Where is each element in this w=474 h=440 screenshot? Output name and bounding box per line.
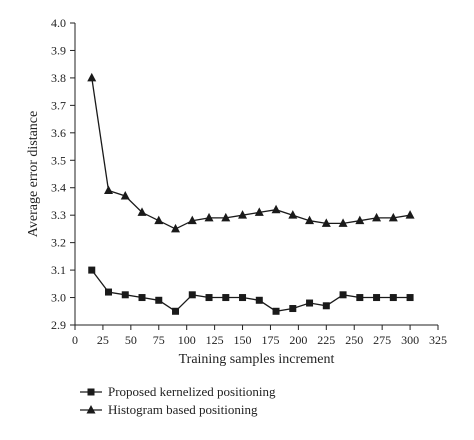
data-point-triangle — [187, 215, 197, 225]
data-point-triangle — [238, 210, 248, 219]
y-axis-title: Average error distance — [26, 111, 41, 237]
data-point-triangle — [204, 212, 214, 222]
x-tick-label: 325 — [429, 333, 447, 347]
x-axis-title: Training samples increment — [179, 352, 335, 367]
data-point-square — [389, 294, 397, 302]
axes — [74, 23, 438, 326]
data-point-triangle — [372, 212, 382, 222]
x-tick-label: 50 — [125, 333, 137, 347]
data-point-square — [272, 307, 280, 315]
data-point-triangle — [338, 218, 348, 227]
data-point-triangle — [388, 212, 398, 222]
data-point-square — [155, 296, 163, 304]
legend: Proposed kernelized positioning Histogra… — [80, 384, 276, 417]
y-tick-label: 3.0 — [51, 291, 66, 305]
data-point-square — [172, 307, 180, 315]
data-point-square — [373, 294, 381, 302]
x-tick-label: 175 — [261, 333, 279, 347]
data-point-triangle — [154, 215, 164, 225]
data-point-triangle — [221, 212, 231, 222]
data-point-square — [239, 294, 247, 302]
data-point-triangle — [355, 215, 365, 225]
data-point-square — [105, 288, 113, 296]
data-point-triangle — [87, 72, 97, 82]
data-point-square — [205, 294, 213, 302]
data-point-triangle — [271, 204, 281, 214]
data-point-triangle — [305, 215, 315, 225]
data-point-square — [306, 299, 314, 307]
y-axis-ticks: 2.9 3.0 3.1 3.2 3.3 3.4 3.5 3.6 3.7 3.8 3.9 4.0 — [51, 16, 75, 332]
series-line — [91, 77, 411, 230]
y-tick-label: 3.3 — [51, 208, 66, 222]
legend-marker-triangle — [86, 405, 96, 414]
data-point-square — [255, 296, 263, 304]
data-point-square — [88, 266, 96, 274]
y-tick-label: 3.2 — [51, 236, 66, 250]
data-point-square — [406, 294, 414, 302]
series-triangle — [87, 72, 415, 233]
data-point-square — [339, 291, 347, 299]
x-tick-label: 75 — [153, 333, 165, 347]
data-point-square — [222, 294, 230, 302]
legend-label-histogram: Histogram based positioning — [108, 402, 258, 417]
data-point-triangle — [405, 210, 415, 219]
data-point-triangle — [137, 207, 147, 216]
data-point-triangle — [321, 218, 331, 227]
x-tick-label: 200 — [289, 333, 307, 347]
data-point-square — [356, 294, 364, 302]
data-point-square — [322, 302, 330, 310]
y-tick-label: 3.6 — [51, 126, 66, 140]
legend-label-proposed: Proposed kernelized positioning — [108, 384, 276, 399]
x-axis-ticks: 0 25 50 75 100 125 150 175 200 225 250 275 300 325 — [72, 325, 447, 347]
data-point-triangle — [254, 207, 264, 216]
y-tick-label: 3.5 — [51, 153, 66, 167]
x-tick-label: 0 — [72, 333, 78, 347]
x-tick-label: 25 — [97, 333, 109, 347]
x-tick-label: 150 — [234, 333, 252, 347]
y-tick-label: 3.7 — [51, 98, 66, 112]
x-tick-label: 250 — [345, 333, 363, 347]
y-tick-label: 3.4 — [51, 181, 66, 195]
legend-item-proposed: Proposed kernelized positioning — [80, 384, 276, 399]
legend-item-histogram: Histogram based positioning — [80, 402, 258, 417]
y-tick-label: 3.8 — [51, 71, 66, 85]
data-point-square — [138, 294, 146, 302]
data-point-triangle — [288, 210, 298, 219]
data-point-square — [121, 291, 129, 299]
y-tick-label: 4.0 — [51, 16, 66, 30]
series-layer — [87, 72, 415, 315]
data-point-square — [188, 291, 196, 299]
series-square — [88, 266, 414, 315]
x-tick-label: 125 — [206, 333, 224, 347]
y-tick-label: 3.1 — [51, 263, 66, 277]
y-tick-label: 2.9 — [51, 318, 66, 332]
x-tick-label: 300 — [401, 333, 419, 347]
data-point-triangle — [104, 185, 114, 194]
x-tick-label: 100 — [178, 333, 196, 347]
data-point-square — [289, 305, 297, 313]
data-point-triangle — [120, 190, 130, 200]
x-tick-label: 275 — [373, 333, 391, 347]
y-tick-label: 3.9 — [51, 43, 66, 57]
legend-marker-square — [87, 388, 95, 396]
x-tick-label: 225 — [317, 333, 335, 347]
series-line — [91, 269, 411, 313]
data-point-triangle — [171, 223, 181, 233]
